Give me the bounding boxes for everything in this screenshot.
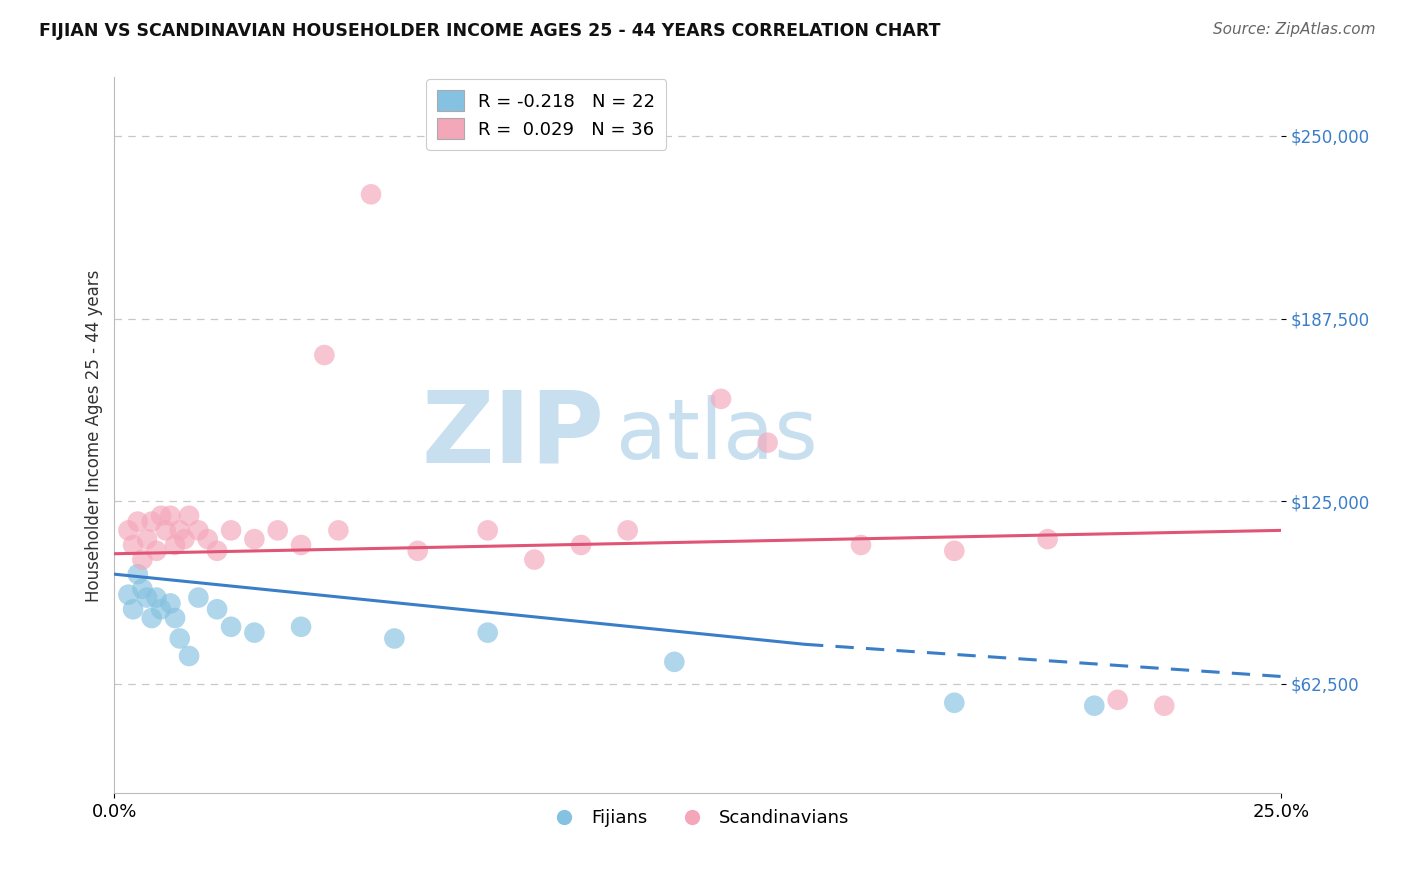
Point	[523, 552, 546, 566]
Point	[290, 538, 312, 552]
Point	[219, 524, 242, 538]
Point	[205, 602, 228, 616]
Point	[756, 435, 779, 450]
Point	[197, 532, 219, 546]
Point	[145, 591, 167, 605]
Point	[145, 544, 167, 558]
Point	[1153, 698, 1175, 713]
Y-axis label: Householder Income Ages 25 - 44 years: Householder Income Ages 25 - 44 years	[86, 269, 103, 601]
Point	[155, 524, 177, 538]
Point	[136, 532, 159, 546]
Point	[243, 532, 266, 546]
Point	[141, 611, 163, 625]
Point	[187, 591, 209, 605]
Point	[131, 582, 153, 596]
Point	[122, 538, 145, 552]
Point	[177, 508, 200, 523]
Point	[122, 602, 145, 616]
Point	[159, 596, 181, 610]
Point	[150, 508, 173, 523]
Point	[943, 544, 966, 558]
Text: ZIP: ZIP	[422, 387, 605, 483]
Point	[127, 567, 149, 582]
Text: FIJIAN VS SCANDINAVIAN HOUSEHOLDER INCOME AGES 25 - 44 YEARS CORRELATION CHART: FIJIAN VS SCANDINAVIAN HOUSEHOLDER INCOM…	[39, 22, 941, 40]
Point	[219, 620, 242, 634]
Point	[267, 524, 290, 538]
Point	[141, 515, 163, 529]
Point	[1083, 698, 1105, 713]
Point	[169, 524, 191, 538]
Point	[205, 544, 228, 558]
Point	[1036, 532, 1059, 546]
Point	[165, 538, 187, 552]
Point	[150, 602, 173, 616]
Point	[136, 591, 159, 605]
Point	[477, 524, 499, 538]
Point	[569, 538, 592, 552]
Point	[243, 625, 266, 640]
Point	[173, 532, 195, 546]
Point	[314, 348, 336, 362]
Point	[117, 524, 139, 538]
Point	[127, 515, 149, 529]
Point	[360, 187, 382, 202]
Point	[177, 648, 200, 663]
Point	[159, 508, 181, 523]
Point	[664, 655, 686, 669]
Point	[165, 611, 187, 625]
Text: Source: ZipAtlas.com: Source: ZipAtlas.com	[1212, 22, 1375, 37]
Point	[943, 696, 966, 710]
Point	[710, 392, 733, 406]
Point	[131, 552, 153, 566]
Point	[1107, 693, 1129, 707]
Point	[169, 632, 191, 646]
Point	[382, 632, 405, 646]
Point	[117, 588, 139, 602]
Point	[187, 524, 209, 538]
Point	[406, 544, 429, 558]
Point	[328, 524, 350, 538]
Point	[616, 524, 638, 538]
Point	[849, 538, 872, 552]
Text: atlas: atlas	[616, 395, 818, 476]
Point	[290, 620, 312, 634]
Legend: Fijians, Scandinavians: Fijians, Scandinavians	[538, 802, 856, 834]
Point	[477, 625, 499, 640]
